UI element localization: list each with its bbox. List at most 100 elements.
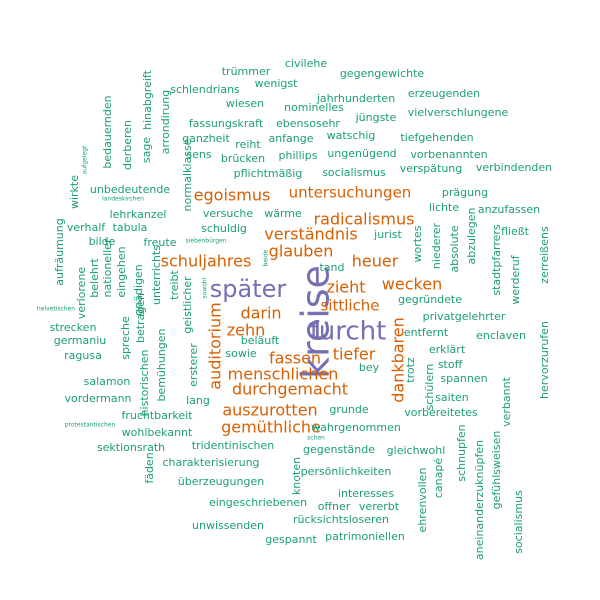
word-cloud-word: wecken	[382, 275, 442, 294]
word-cloud-word: geistlicher	[181, 276, 194, 334]
word-cloud-word: sittliche	[320, 297, 379, 315]
word-cloud-word: wiesen	[226, 97, 264, 110]
word-cloud-word: wenigst	[255, 77, 299, 90]
word-cloud-word: radicalismus	[314, 210, 415, 229]
word-cloud-word: zerreißens	[538, 226, 551, 284]
word-cloud-word: ungenügend	[327, 147, 396, 160]
word-cloud-word: wärme	[264, 207, 302, 220]
word-cloud-word: offner	[318, 500, 351, 513]
word-cloud-word: bilde	[89, 235, 116, 248]
word-cloud-word: heuer	[352, 252, 399, 271]
word-cloud-word: lehrkanzel	[110, 208, 167, 221]
word-cloud-word: niederer	[430, 222, 443, 269]
word-cloud-word: versuche	[203, 207, 254, 220]
word-cloud-word: spreche	[119, 316, 132, 360]
word-cloud-word: jahrhunderten	[316, 92, 395, 105]
word-cloud-word: nominelles	[284, 101, 344, 114]
word-cloud-word: tridentinischen	[192, 439, 275, 452]
word-cloud-word: fließt	[501, 225, 530, 238]
word-cloud-word: civilehe	[285, 57, 327, 70]
word-cloud-word: tiefgehenden	[400, 131, 473, 144]
word-cloud-word: gefühlsweisen	[490, 431, 503, 510]
word-cloud-word: menschlichen	[228, 365, 339, 384]
word-cloud-word: lichte	[429, 201, 459, 214]
word-cloud-word: ragusa	[64, 349, 102, 362]
word-cloud-word: reiht	[235, 138, 261, 151]
word-cloud-word: überzeugungen	[178, 475, 264, 488]
word-cloud-word: durchgemacht	[232, 380, 348, 399]
word-cloud-word: gegenstände	[303, 443, 375, 456]
word-cloud-word: dankbaren	[389, 317, 408, 403]
word-cloud-word: ersterer	[187, 343, 200, 387]
word-cloud-word: werderuf	[509, 254, 522, 304]
word-cloud-word: saiten	[435, 391, 469, 404]
word-cloud-word: anfange	[268, 132, 313, 145]
word-cloud-word: entfernt	[404, 326, 449, 339]
word-cloud-word: bemühungen	[155, 328, 168, 401]
word-cloud-word: verbindenden	[476, 161, 552, 174]
word-cloud-word: verbannt	[500, 376, 513, 426]
word-cloud-word: watschig	[327, 129, 376, 142]
word-cloud-word: arrondirung	[159, 90, 172, 155]
word-cloud-word: aneinanderzuknüpfen	[473, 440, 486, 560]
word-cloud-word: furcht	[310, 317, 387, 347]
word-cloud-word: fassungskraft	[189, 117, 264, 130]
word-cloud-word: hervorzurufen	[538, 321, 551, 399]
word-cloud-word: beläuft	[241, 334, 280, 347]
word-cloud-word: wahrgenommen	[311, 421, 401, 434]
word-cloud-word: gemüthliche	[221, 418, 321, 437]
word-cloud-word: gespannt	[265, 533, 317, 546]
word-cloud-word: kreise	[294, 265, 338, 379]
word-cloud-word: verlorene	[75, 267, 88, 320]
word-cloud-word: phillips	[279, 149, 318, 162]
word-cloud-word: unterrichts	[150, 245, 163, 305]
word-cloud-word: schuljahres	[161, 252, 252, 271]
word-cloud-word: verständnis	[264, 225, 358, 244]
word-cloud-word: absolute	[448, 225, 461, 273]
word-cloud-word: auditorium	[206, 302, 225, 389]
word-cloud-word: grunde	[329, 403, 368, 416]
word-cloud-word: schlendrians	[170, 83, 240, 96]
word-cloud-word: ganzheit	[182, 132, 230, 145]
word-cloud-word: jüngste	[355, 111, 397, 124]
word-cloud-word: historischen	[138, 350, 151, 417]
word-cloud-word: wortes	[411, 225, 424, 262]
word-cloud-word: belehrt	[88, 258, 101, 298]
word-cloud-word: gnädigen	[132, 264, 145, 315]
word-cloud-word: protestantischen	[65, 422, 116, 429]
word-cloud-word: darin	[240, 304, 281, 323]
word-cloud-word: unwissenden	[192, 519, 264, 532]
word-cloud-word: trümmer	[222, 65, 271, 78]
word-cloud-word: interesses	[338, 487, 394, 500]
word-cloud-word: schen	[307, 435, 325, 442]
word-cloud-word: rücksichtsloseren	[293, 513, 389, 526]
word-cloud-word: untersuchungen	[289, 184, 412, 202]
word-cloud-word: verspätung	[400, 162, 463, 175]
word-cloud-word: auszurotten	[222, 401, 317, 420]
word-cloud-word: anzufassen	[478, 203, 540, 216]
word-cloud-word: sens	[186, 148, 211, 161]
word-cloud-word: landeskirchen	[102, 196, 144, 203]
word-cloud-word: betragen	[134, 293, 147, 343]
word-cloud-word: knoten	[290, 457, 303, 495]
word-cloud-word: egoismus	[194, 186, 271, 205]
word-cloud-word: unbedeutende	[90, 183, 170, 196]
word-cloud-word: lang	[186, 394, 210, 407]
word-cloud-word: jurist	[373, 228, 402, 241]
word-cloud-word: bedauernden	[101, 95, 114, 168]
word-cloud-word: siebenbürgen	[185, 238, 226, 245]
word-cloud-word: verhalf	[67, 221, 106, 234]
word-cloud-word: socialismus	[512, 490, 525, 554]
word-cloud-word: prägung	[442, 186, 488, 199]
word-cloud-word: sektionsrath	[97, 441, 165, 454]
word-cloud-word: wirkte	[68, 175, 81, 209]
word-cloud-word: treibt	[168, 269, 181, 299]
word-cloud-word: zehn	[227, 321, 266, 340]
word-cloud-word: erklärt	[429, 343, 466, 356]
word-cloud-word: socialismus	[322, 166, 386, 179]
word-cloud-word: canapé	[432, 458, 445, 498]
word-cloud-word: privatgelehrter	[423, 310, 506, 323]
word-cloud-word: später	[210, 275, 287, 303]
word-cloud-word: erzeugenden	[408, 87, 480, 100]
